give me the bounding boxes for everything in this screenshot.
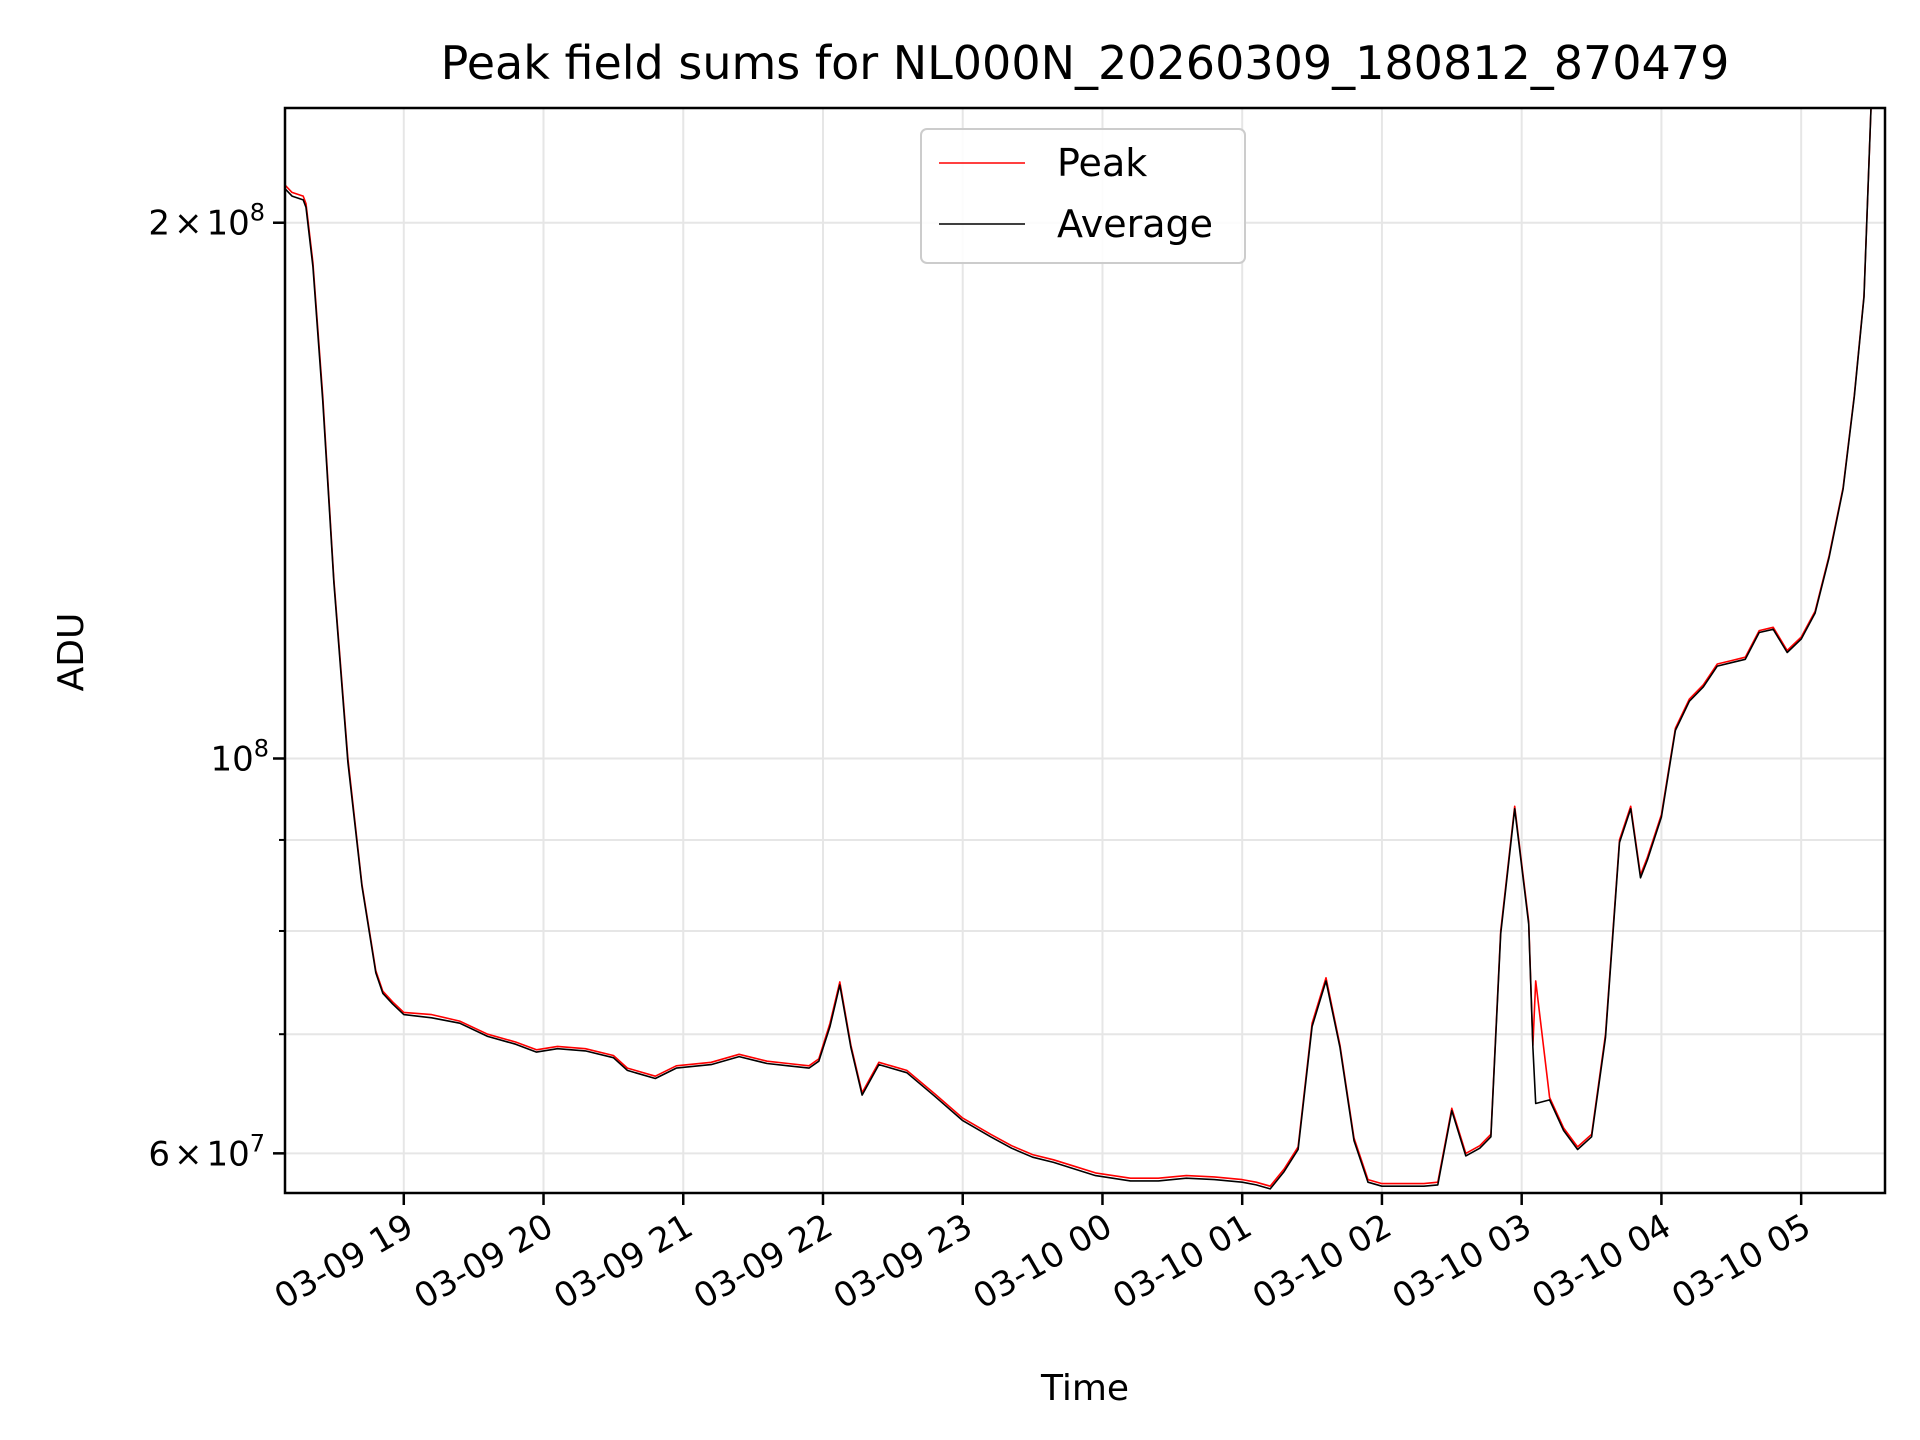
legend-label-average: Average: [1057, 202, 1213, 246]
series-layer: [284, 107, 1872, 1190]
plot-frame: [283, 106, 1887, 1195]
legend: Peak Average: [920, 128, 1246, 264]
series-line-average: [284, 107, 1872, 1190]
x-axis-label: Time: [1040, 1368, 1129, 1409]
legend-label-peak: Peak: [1057, 141, 1147, 185]
grid-layer: [285, 108, 1885, 1193]
y-tick-label: 6 × 107: [148, 1129, 265, 1174]
y-tick-label: 2 × 108: [148, 199, 265, 244]
y-tick-label: 108: [210, 735, 269, 780]
y-axis-label: ADU: [51, 613, 92, 692]
chart-title: Peak field sums for NL000N_20260309_1808…: [441, 36, 1730, 90]
